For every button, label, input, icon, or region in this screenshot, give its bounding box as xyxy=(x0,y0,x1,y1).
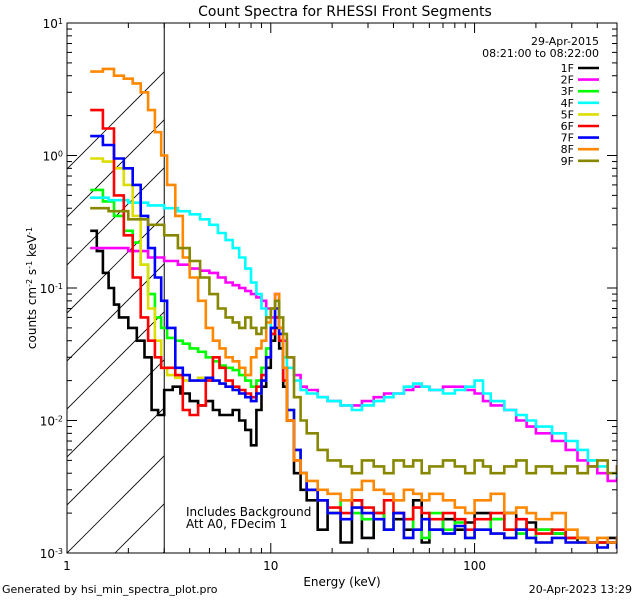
legend-label-4f: 4F xyxy=(561,97,574,110)
date-label: 29-Apr-2015 xyxy=(531,35,599,48)
footer-timestamp: 20-Apr-2023 13:29 xyxy=(528,583,632,596)
legend-label-9f: 9F xyxy=(561,155,574,168)
chart-title: Count Spectra for RHESSI Front Segments xyxy=(198,4,492,20)
y-axis-label: counts cm-2 s-1 keV-1 xyxy=(25,227,40,349)
footer-generated-by: Generated by hsi_min_spectra_plot.pro xyxy=(2,583,218,596)
series-line-8f xyxy=(90,67,617,544)
x-axis: 1 10 100 xyxy=(63,23,618,573)
hatch-line xyxy=(67,215,165,314)
y-tick-label: 10-3 xyxy=(40,547,63,562)
hatch-line xyxy=(67,407,165,506)
annotation-background: Includes Background xyxy=(186,505,311,519)
legend-label-3f: 3F xyxy=(561,85,574,98)
series-group xyxy=(90,67,617,549)
legend-label-1f: 1F xyxy=(561,62,574,75)
x-tick-label: 10 xyxy=(263,559,278,573)
hatch-line xyxy=(67,71,165,170)
y-tick-label: 100 xyxy=(43,149,63,164)
x-axis-label: Energy (keV) xyxy=(303,575,380,589)
series-line-9f xyxy=(90,206,617,475)
y-tick-label: 101 xyxy=(43,17,63,32)
legend-label-2f: 2F xyxy=(561,74,574,87)
y-axis: 10-3 10-2 10-1 100 101 xyxy=(40,17,617,562)
x-tick-label: 100 xyxy=(463,559,486,573)
legend-label-5f: 5F xyxy=(561,108,574,121)
legend-label-6f: 6F xyxy=(561,120,574,133)
y-tick-label: 10-1 xyxy=(40,282,63,297)
x-tick-label: 1 xyxy=(63,559,71,573)
legend-label-8f: 8F xyxy=(561,143,574,156)
series-line-4f xyxy=(90,196,617,478)
hatch-line xyxy=(67,455,165,553)
y-tick-label: 10-2 xyxy=(40,414,63,429)
annotation-attenuator: Att A0, FDecim 1 xyxy=(186,517,287,531)
time-range-label: 08:21:00 to 08:22:00 xyxy=(482,47,599,60)
legend-label-7f: 7F xyxy=(561,132,574,145)
